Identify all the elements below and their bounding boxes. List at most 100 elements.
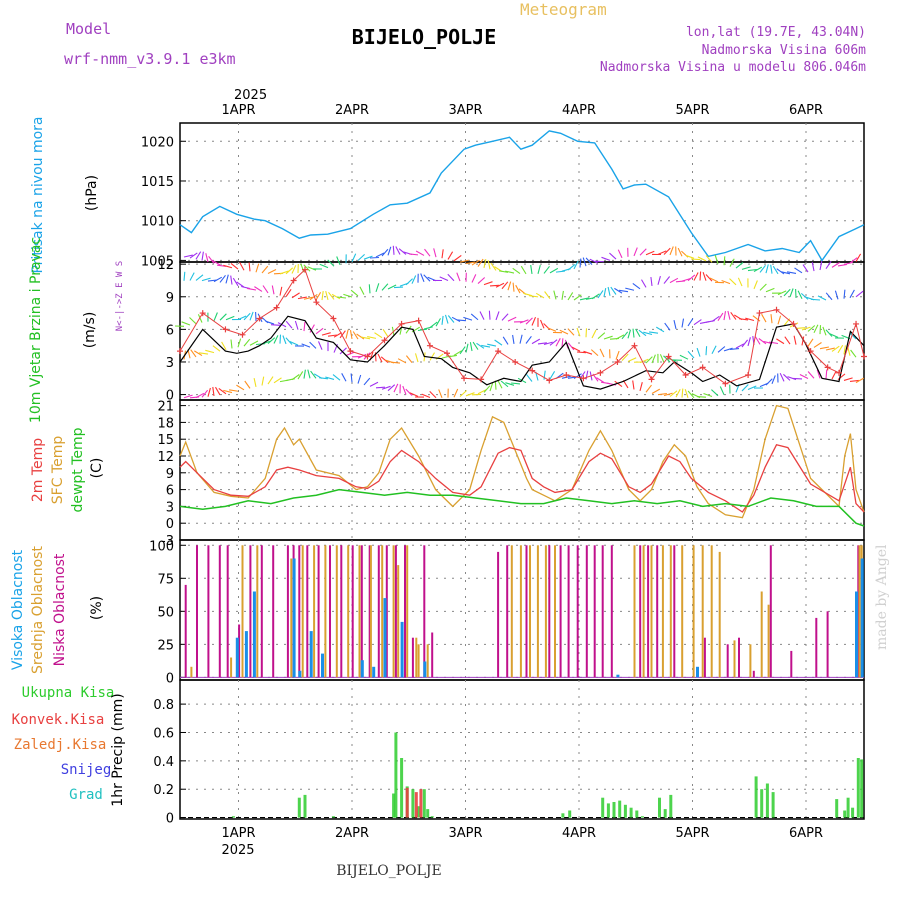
wind-arrow	[271, 285, 275, 295]
total-precip-bar	[640, 816, 644, 818]
wind-arrow	[183, 254, 193, 258]
mid-cloud-bar	[536, 545, 539, 678]
wind-arrow	[847, 346, 851, 356]
altitude-label: Nadmorska Visina 606m	[702, 43, 867, 58]
gust-marker	[199, 310, 206, 317]
wind-arrow	[729, 258, 735, 267]
wind-arrow	[495, 311, 500, 321]
top-date-label: 6APR	[789, 103, 823, 118]
wind-arrow	[451, 316, 461, 322]
wind-arrow	[765, 264, 769, 274]
wind-arrow	[441, 315, 444, 325]
y-tick-label: 21	[157, 400, 174, 415]
wind-arrow	[576, 351, 587, 354]
wind-arrow	[677, 247, 683, 257]
high-cloud-bar	[244, 631, 248, 678]
mid-cloud-bar	[369, 545, 372, 678]
wind-arrow	[507, 316, 517, 322]
low-cloud-bar	[647, 545, 650, 678]
mid-cloud-bar	[519, 545, 522, 678]
wind-arrow	[207, 387, 211, 397]
wind-arrow	[285, 288, 292, 298]
wind-arrow	[759, 264, 766, 273]
wind-arrow	[617, 249, 623, 259]
wind-arrow	[723, 347, 733, 352]
wind-arrow	[317, 341, 323, 350]
wind-arrow	[315, 292, 322, 301]
wind-arrow	[205, 253, 209, 263]
wind-arrow	[784, 336, 791, 345]
wind-arrow	[567, 342, 575, 351]
wind-arrow	[453, 254, 462, 262]
wind-arrow	[675, 388, 681, 398]
wind-arrow	[632, 328, 635, 338]
wind-arrow	[792, 377, 803, 380]
gust-marker	[256, 315, 263, 322]
wind-arrow	[303, 322, 306, 332]
wind-arrow	[339, 330, 346, 339]
wind-arrow	[319, 377, 329, 380]
mid-cloud-bar	[650, 545, 653, 678]
wind-arrow	[787, 376, 797, 381]
mid-cloud-bar	[358, 545, 361, 678]
wind-arrow	[247, 287, 257, 291]
high-cloud-bar	[321, 653, 324, 678]
wind-arrow	[632, 380, 635, 390]
wind-arrow	[294, 320, 299, 330]
wind-arrow	[223, 264, 233, 269]
wind-arrow	[834, 290, 839, 300]
wind-arrow	[705, 274, 713, 282]
pressure-unit: (hPa)	[84, 175, 100, 211]
gust-marker	[790, 320, 797, 327]
mid-cloud-bar	[324, 545, 327, 678]
wind-arrow	[765, 287, 775, 293]
wind-arrow	[213, 276, 223, 283]
wind-arrow	[488, 310, 491, 320]
gust-marker	[478, 376, 485, 383]
wind-arrow	[424, 248, 431, 257]
wind-arrow	[843, 261, 853, 266]
wind-arrow	[270, 324, 281, 326]
wind-arrow	[439, 276, 449, 281]
wind-arrow	[420, 273, 425, 283]
wind-arrow	[472, 341, 479, 350]
wind-arrow	[223, 389, 233, 394]
wind-arrow	[345, 329, 349, 339]
total-precip-bar	[760, 789, 764, 818]
low-cloud-bar	[567, 545, 570, 678]
low-cloud-bar	[272, 545, 275, 678]
wind-arrow	[505, 382, 515, 386]
convective-precip-bar	[405, 787, 409, 818]
wind-arrow	[614, 287, 623, 294]
wind-arrow	[615, 334, 625, 340]
wind-arrow	[607, 286, 611, 296]
total-precip-bar	[422, 789, 426, 818]
wind-arrow	[659, 354, 665, 363]
wind-arrow	[225, 274, 229, 284]
dewpt-title: dewpt Temp	[70, 427, 86, 512]
bottom-date-label: 1APR	[221, 826, 255, 841]
wind-arrow	[363, 255, 373, 260]
gust-marker	[313, 299, 320, 306]
wind-unit: (m/s)	[82, 312, 98, 349]
wind-arrow	[201, 251, 204, 261]
mid-cloud-bar	[290, 558, 293, 678]
wind-arrow	[483, 258, 487, 269]
mid-cloud-bar	[544, 545, 547, 678]
wind-arrow	[405, 355, 413, 363]
wind-arrow	[409, 253, 419, 256]
low-cloud-bar	[404, 545, 406, 678]
wind-arrow	[183, 271, 186, 281]
wind-arrow	[825, 347, 835, 351]
total-precip-bar	[231, 816, 235, 818]
mid-cloud-bar	[426, 644, 429, 678]
y-tick-label: 1010	[141, 215, 174, 230]
mid-cloud-bar	[417, 644, 420, 678]
wind-arrow	[225, 315, 235, 321]
wind-arrow	[351, 253, 357, 263]
wind-arrow	[810, 298, 821, 301]
wind-arrow	[487, 260, 491, 270]
wind-arrow	[361, 336, 371, 340]
mid-cloud-bar	[749, 644, 752, 678]
wind-arrow	[741, 266, 751, 270]
